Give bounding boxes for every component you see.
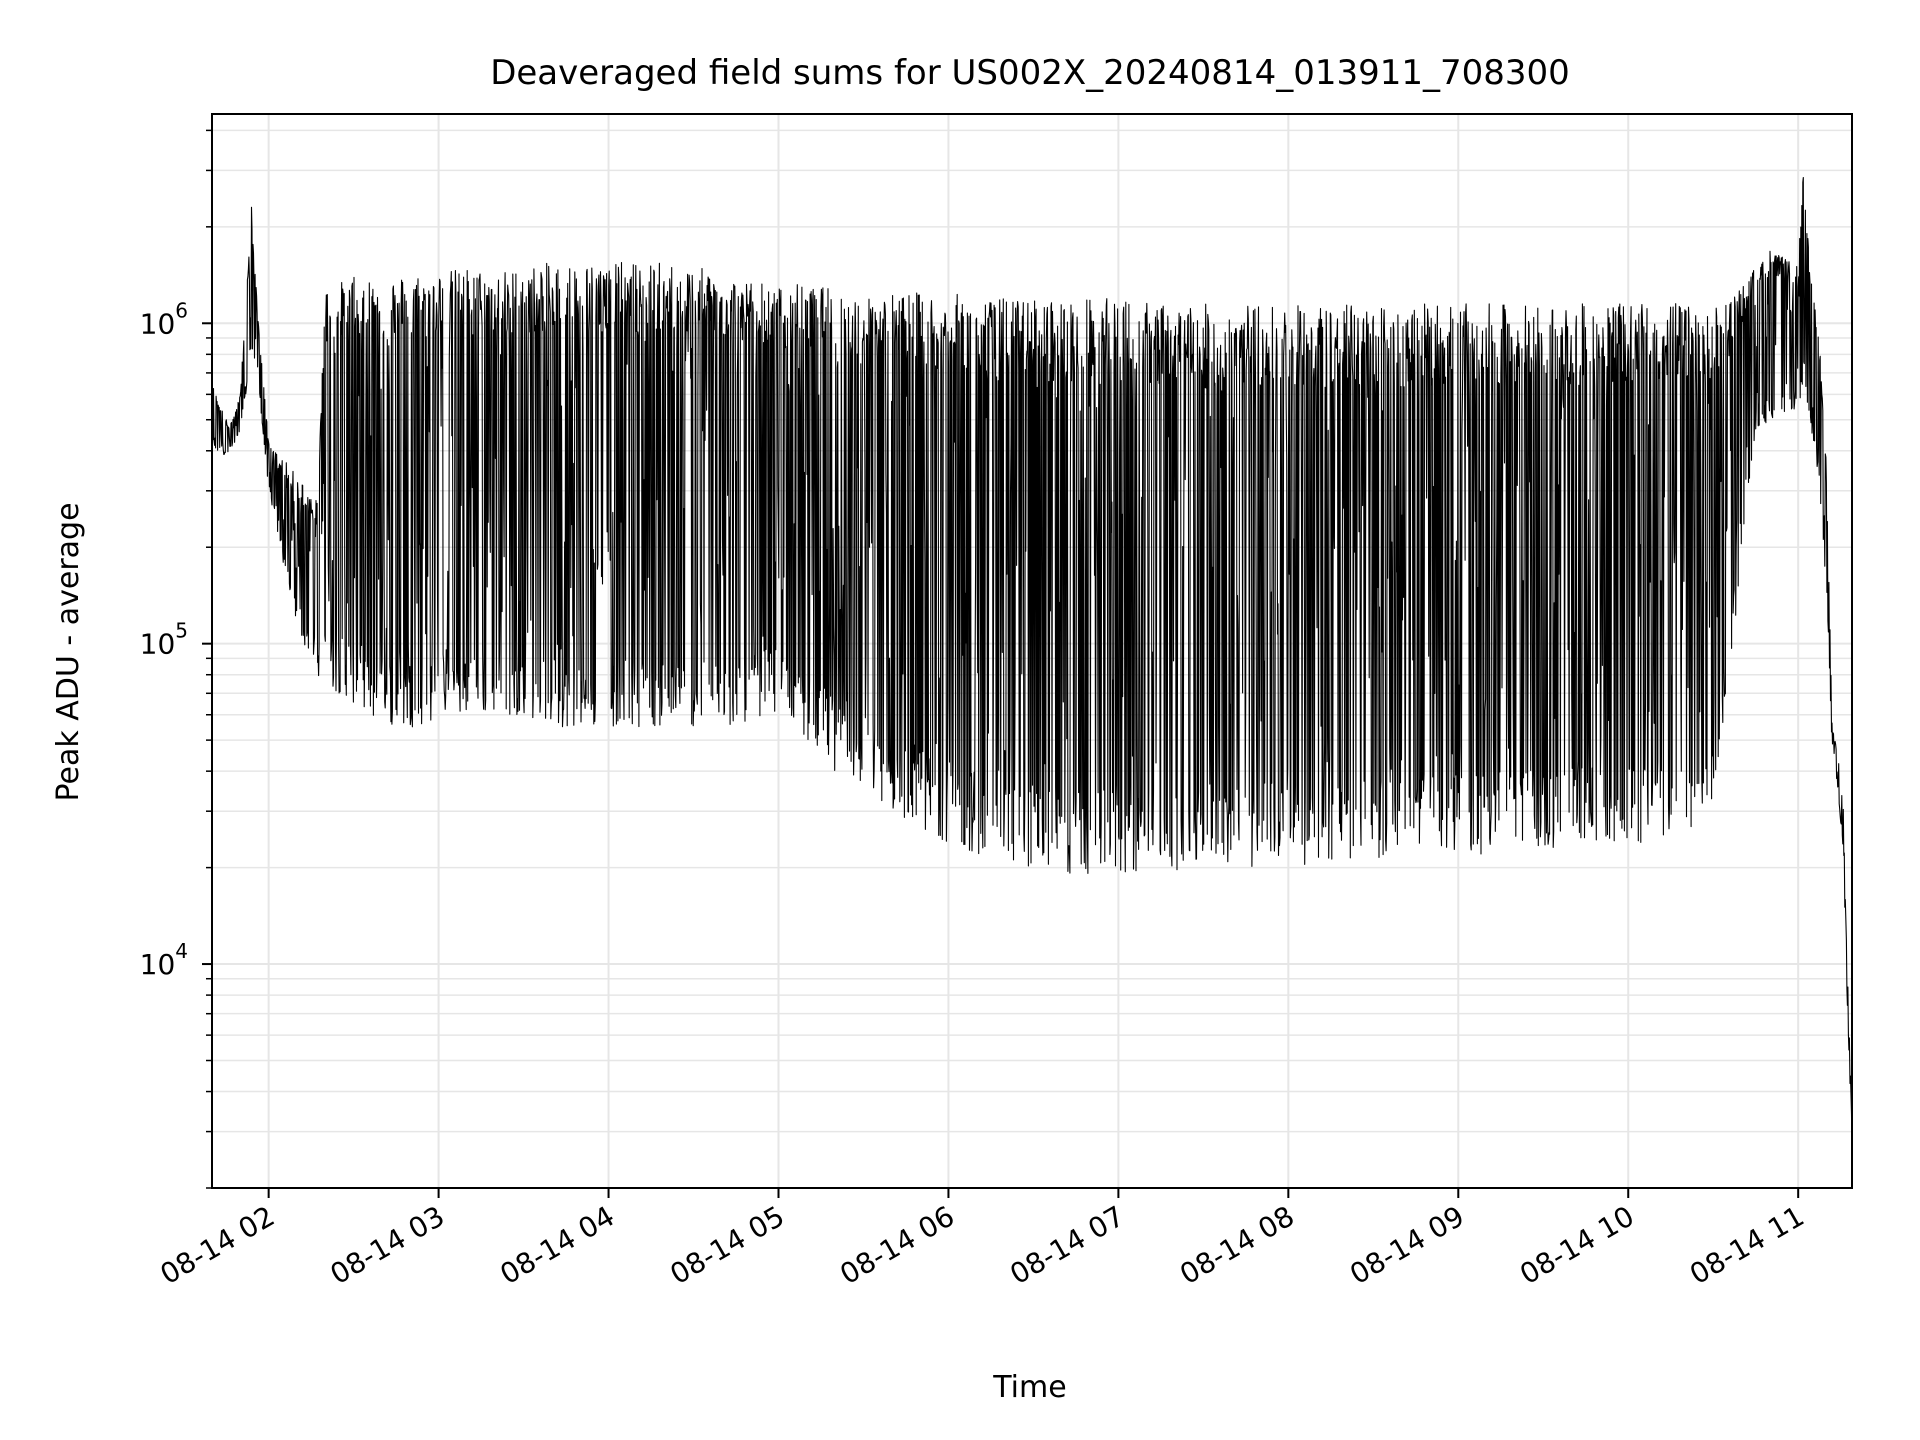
- x-tick-label: 08-14 05: [664, 1199, 790, 1291]
- y-tick-label: 104: [140, 939, 188, 981]
- plot-frame: [211, 113, 1853, 1189]
- x-tick-label: 08-14 08: [1174, 1199, 1300, 1291]
- x-tick-label: 08-14 10: [1514, 1199, 1640, 1291]
- x-tick-label: 08-14 11: [1684, 1199, 1810, 1291]
- y-axis-label: Peak ADU - average: [51, 502, 86, 801]
- x-tick-label: 08-14 04: [495, 1199, 621, 1291]
- x-tick-label: 08-14 07: [1004, 1199, 1130, 1291]
- y-tick-label: 105: [140, 619, 188, 661]
- series-line: [211, 176, 1853, 1154]
- x-tick-label: 08-14 03: [325, 1199, 451, 1291]
- chart-title: Deaveraged field sums for US002X_2024081…: [490, 53, 1570, 93]
- x-tick-label: 08-14 02: [155, 1199, 281, 1291]
- y-tick-label: 106: [140, 298, 188, 340]
- x-axis-label: Time: [992, 1370, 1066, 1405]
- plot-data: [211, 176, 1853, 1154]
- x-axis: 08-14 02 08-14 03 08-14 04 08-14 05 08-14 06…: [155, 1188, 1810, 1291]
- y-axis: 104 105 106: [140, 129, 212, 1189]
- x-tick-label: 08-14 09: [1344, 1199, 1470, 1291]
- x-tick-label: 08-14 06: [834, 1199, 960, 1291]
